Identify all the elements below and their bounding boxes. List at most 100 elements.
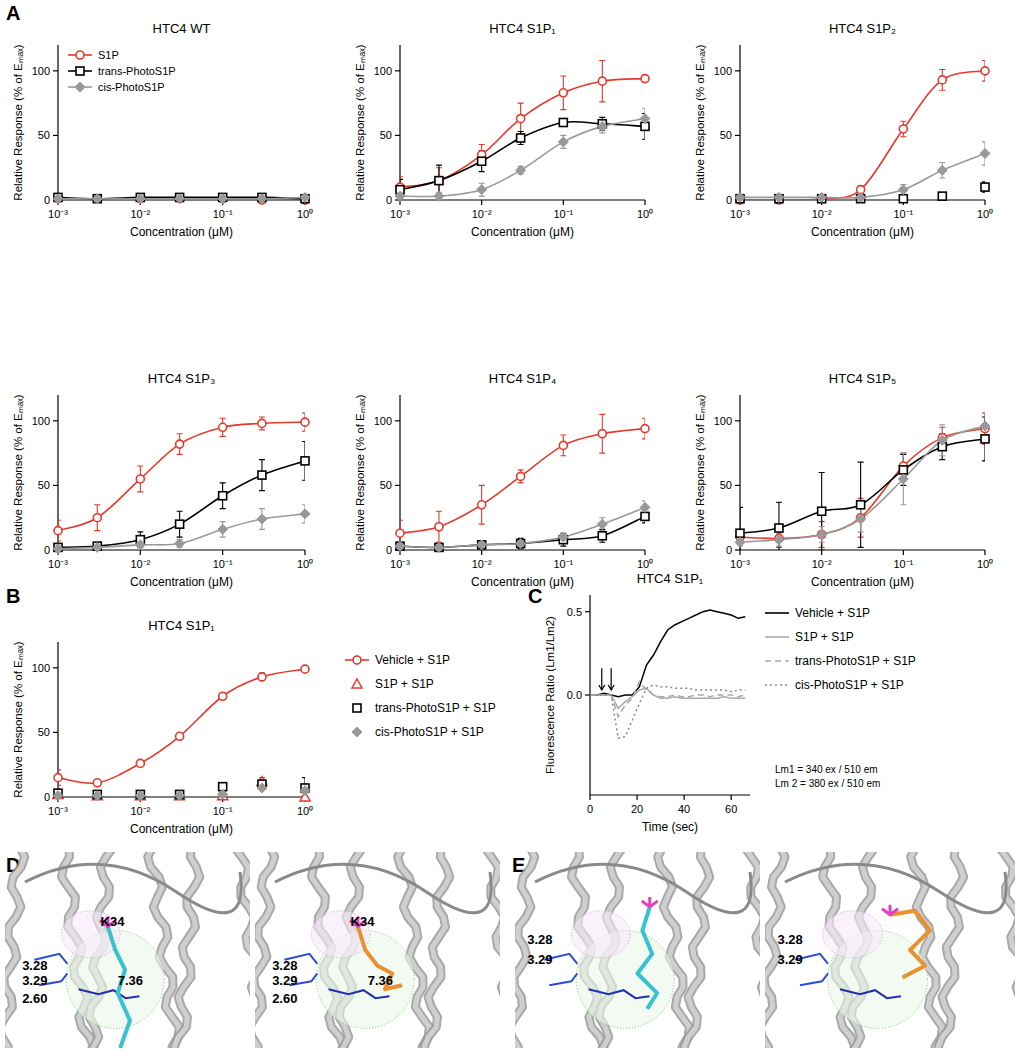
structure-drawing xyxy=(765,852,1015,1048)
error-bar xyxy=(259,673,265,681)
x-tick xyxy=(304,550,305,555)
data-point xyxy=(136,475,144,483)
residue-label: 2.60 xyxy=(272,991,297,1006)
chart: HTC4 S1P₁10⁻³10⁻²10⁻¹10⁰050100Concentrat… xyxy=(12,618,496,836)
x-tick xyxy=(636,795,637,800)
markers xyxy=(53,192,310,204)
y-tick-label: 0 xyxy=(44,544,50,556)
y-axis-label: Relative Response (% of Eₘₐₓ) xyxy=(354,44,366,200)
ligand xyxy=(638,907,658,1009)
x-tick-label: 10⁻² xyxy=(812,208,832,220)
markers xyxy=(53,665,310,801)
data-point xyxy=(257,514,267,524)
x-tick-label: 10⁻² xyxy=(130,558,150,570)
x-tick-label: 10⁻¹ xyxy=(553,558,573,570)
legend-label: cis-PhotoS1P + S1P xyxy=(795,678,904,692)
y-tick xyxy=(395,485,400,486)
helix-highlight xyxy=(515,852,535,1048)
x-tick xyxy=(481,200,482,205)
data-point xyxy=(641,425,649,433)
plot-area xyxy=(740,61,985,201)
data-point xyxy=(175,791,185,801)
series-line xyxy=(740,429,985,539)
data-point xyxy=(899,125,907,133)
x-tick-label: 10⁰ xyxy=(977,558,993,570)
error-bar xyxy=(479,485,485,524)
data-point xyxy=(93,195,101,203)
chart: HTC4 S1P₁10⁻³10⁻²10⁻¹10⁰050100Concentrat… xyxy=(354,21,653,239)
legend-label: Vehicle + S1P xyxy=(375,653,450,667)
data-point xyxy=(597,519,607,529)
y-tick xyxy=(53,732,58,733)
legend-marker xyxy=(353,704,361,712)
y-tick xyxy=(735,135,740,136)
helix xyxy=(5,852,25,1048)
y-tick xyxy=(53,485,58,486)
data-point xyxy=(937,435,947,445)
y-tick-label: 100 xyxy=(714,415,732,427)
residue-label: K34 xyxy=(101,914,126,929)
data-point xyxy=(477,540,487,550)
error-bar xyxy=(436,511,442,542)
residue xyxy=(79,989,140,998)
helix xyxy=(684,852,710,1048)
y-tick-label: 50 xyxy=(720,129,732,141)
data-point xyxy=(736,529,744,537)
data-point xyxy=(980,421,990,431)
error-bar xyxy=(518,103,524,134)
data-point xyxy=(641,512,649,520)
data-point xyxy=(980,149,990,159)
data-point xyxy=(258,419,266,427)
y-tick xyxy=(735,70,740,71)
data-point xyxy=(176,732,184,740)
legend: Vehicle + S1PS1P + S1Ptrans-PhotoS1P + S… xyxy=(345,653,496,739)
plot-area xyxy=(740,413,985,550)
x-tick-label: 10⁻² xyxy=(472,208,492,220)
x-tick-label: 10⁰ xyxy=(637,208,653,220)
chart-title: HTC4 S1P₅ xyxy=(829,371,896,386)
y-tick-label: 100 xyxy=(714,65,732,77)
x-axis-label: Concentration (μM) xyxy=(130,822,233,836)
y-tick xyxy=(53,420,58,421)
y-tick xyxy=(735,549,740,550)
chart: HTC4 S1P₄10⁻³10⁻²10⁻¹10⁰050100Concentrat… xyxy=(354,371,653,589)
data-point xyxy=(53,544,63,554)
y-axis-line xyxy=(57,45,58,200)
y-tick xyxy=(53,70,58,71)
error-bar xyxy=(560,119,566,127)
x-tick-label: 10⁻³ xyxy=(730,558,750,570)
x-tick-label: 10⁻¹ xyxy=(893,208,913,220)
series-line xyxy=(590,610,745,697)
y-axis-label: Relative Response (% of Eₘₐₓ) xyxy=(354,394,366,550)
error-bar xyxy=(858,462,864,547)
data-point xyxy=(774,192,784,202)
structure-image: K343.283.292.607.36 xyxy=(0,847,272,1050)
helix xyxy=(765,852,785,1048)
data-point xyxy=(396,529,404,537)
panel-label: B xyxy=(6,585,20,607)
helix-highlight xyxy=(424,852,450,1048)
data-point xyxy=(54,527,62,535)
markers xyxy=(395,75,650,202)
data-point xyxy=(257,783,267,793)
helix xyxy=(424,852,450,1048)
x-axis-label: Concentration (μM) xyxy=(130,575,233,589)
stimulus-arrow xyxy=(608,668,614,690)
data-point xyxy=(92,194,102,204)
data-point xyxy=(135,791,145,801)
data-point xyxy=(478,157,486,165)
data-point xyxy=(92,542,102,552)
x-tick-label: 10⁻³ xyxy=(730,208,750,220)
loop xyxy=(535,864,751,913)
y-tick-label: 100 xyxy=(32,65,50,77)
x-axis-label: Concentration (μM) xyxy=(811,225,914,239)
chart-title: HTC4 S1P₁ xyxy=(637,571,704,586)
error-bar xyxy=(642,418,645,439)
helix-highlight xyxy=(938,852,964,1048)
data-point xyxy=(898,474,908,484)
legend-marker xyxy=(76,67,84,75)
structure-drawing xyxy=(255,852,500,1048)
x-tick-label: 10⁻² xyxy=(130,208,150,220)
y-tick-label: 0 xyxy=(44,791,50,803)
data-point xyxy=(598,532,606,540)
